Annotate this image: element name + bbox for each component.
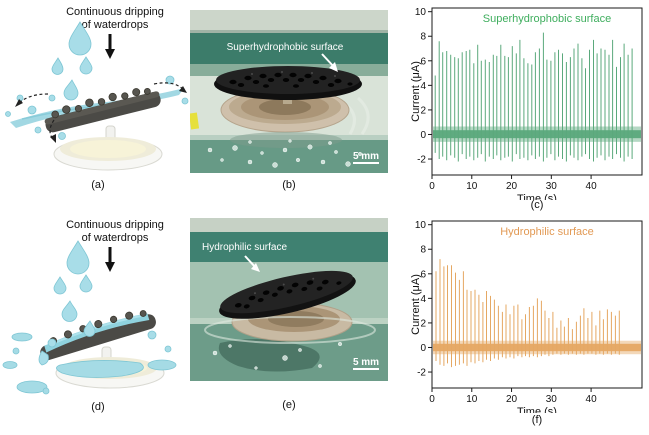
- dripping-label-line2: of waterdrops: [82, 232, 149, 244]
- x-tick-label: 0: [429, 181, 435, 192]
- surface-annotation-label: Superhydrophobic surface: [227, 42, 344, 53]
- y-tick-label: 2: [420, 318, 426, 329]
- x-tick-label: 20: [506, 181, 518, 192]
- y-tick-label: 8: [420, 245, 426, 256]
- waterdrops: [53, 240, 172, 353]
- scale-bar: 5 mm: [353, 151, 379, 164]
- y-tick-label: 4: [420, 81, 426, 92]
- superhydrophobic-pad: [214, 66, 362, 100]
- scale-bar: 5 mm: [353, 357, 379, 370]
- plot-border: [431, 220, 643, 389]
- electrode-disc: [220, 87, 350, 148]
- annotation-arrow-icon: [321, 53, 338, 72]
- dripping-label-line1: Continuous dripping: [66, 6, 164, 18]
- x-tick-label: 10: [466, 181, 478, 192]
- photo-hydrophilic: Hydrophilic surface 5 mm: [190, 218, 388, 381]
- illustration-superhydrophobic: Continuous dripping of waterdrops: [5, 6, 189, 171]
- chart-title: Hydrophilic surface: [500, 226, 594, 238]
- baseline-noise-solid: [433, 130, 641, 139]
- down-arrow-icon: [105, 247, 115, 272]
- annotation-arrow-icon: [244, 255, 260, 272]
- x-tick-label: 30: [546, 181, 558, 192]
- waterdrops: [5, 21, 189, 140]
- dripping-label-line1: Continuous dripping: [66, 219, 164, 231]
- x-tick-label: 0: [429, 394, 435, 405]
- bounce-arrow-right-icon: [153, 82, 187, 93]
- x-tick-label: 30: [546, 394, 558, 405]
- scale-bar-label: 5 mm: [353, 151, 379, 162]
- y-axis-label: Current (μA): [410, 274, 422, 335]
- scale-bar-label: 5 mm: [353, 357, 379, 368]
- pedestal-base: [53, 125, 163, 171]
- water-drip: [38, 338, 57, 366]
- x-axis-label: Time (s): [517, 193, 557, 200]
- caption-d: (d): [91, 401, 105, 413]
- down-arrow-icon: [105, 34, 115, 59]
- caption-e: (e): [282, 399, 296, 411]
- photo-superhydrophobic: Superhydrophobic surface 5 mm: [190, 10, 388, 173]
- x-axis-label: Time (s): [517, 406, 557, 413]
- x-tick-label: 20: [506, 394, 518, 405]
- water-puddles: [2, 332, 177, 395]
- bounce-arrow-left-icon: [15, 93, 56, 143]
- clip: [190, 112, 200, 130]
- y-tick-label: 8: [420, 32, 426, 43]
- x-tick-label: 10: [466, 394, 478, 405]
- bubbles: [212, 341, 343, 370]
- x-tick-label: 40: [586, 394, 598, 405]
- caption-a: (a): [91, 179, 105, 191]
- y-tick-label: 10: [415, 7, 427, 18]
- underwater-shadow: [218, 338, 320, 372]
- x-tick-label: 40: [586, 181, 598, 192]
- caption-c: (c): [530, 199, 544, 211]
- caption-f: (f): [531, 414, 543, 426]
- y-tick-label: -2: [417, 368, 426, 379]
- y-tick-label: 4: [420, 294, 426, 305]
- hydrophilic-pad: [219, 270, 356, 319]
- dripping-label-line2: of waterdrops: [82, 19, 149, 31]
- plot-border: [431, 7, 643, 176]
- current-spikes-series: [435, 259, 620, 368]
- chart-title: Superhydrophobic surface: [483, 13, 611, 25]
- y-tick-label: 0: [420, 130, 426, 141]
- y-tick-label: 10: [415, 220, 427, 231]
- surface-annotation-label: Hydrophilic surface: [202, 242, 287, 253]
- triboelectric-pad: [44, 88, 161, 133]
- caption-b: (b): [282, 179, 296, 191]
- illustration-hydrophilic: Continuous dripping of waterdrops: [2, 219, 177, 395]
- chart-superhydrophobic-current: 0 10 20 30 40 -2 0 2 4 6 8 10 Time (s) Current (μA) Su…: [410, 7, 643, 200]
- y-tick-label: 6: [420, 269, 426, 280]
- current-spikes-series: [434, 32, 633, 162]
- y-tick-label: -2: [417, 155, 426, 166]
- y-axis-label: Current (μA): [410, 61, 422, 122]
- triboelectric-pad-wet: [40, 310, 156, 361]
- bubbles: [207, 139, 363, 168]
- chart-hydrophilic-current: 0 10 20 30 40 -2 0 2 4 6 8 10 Time (s) Current (μA) Hy…: [410, 220, 643, 413]
- y-tick-label: 6: [420, 56, 426, 67]
- y-tick-label: 0: [420, 343, 426, 354]
- y-tick-label: 2: [420, 105, 426, 116]
